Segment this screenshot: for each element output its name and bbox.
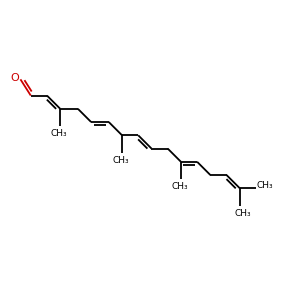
Text: CH₃: CH₃ <box>112 156 129 165</box>
Text: O: O <box>11 73 20 83</box>
Text: CH₃: CH₃ <box>171 182 188 191</box>
Text: CH₃: CH₃ <box>50 129 67 138</box>
Text: CH₃: CH₃ <box>234 209 251 218</box>
Text: CH₃: CH₃ <box>256 181 273 190</box>
